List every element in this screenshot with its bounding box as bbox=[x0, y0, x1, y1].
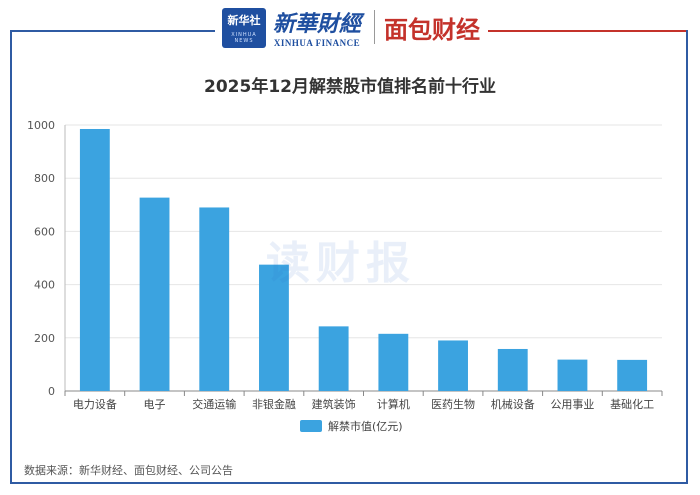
header-line-left bbox=[10, 30, 215, 32]
x-tick-label: 医药生物 bbox=[431, 397, 475, 411]
data-source-note: 数据来源：新华财经、面包财经、公司公告 bbox=[24, 464, 233, 477]
xinhua-logo-text: 新华社 bbox=[227, 14, 261, 27]
bar bbox=[557, 359, 588, 391]
bar bbox=[318, 326, 349, 391]
legend-swatch bbox=[300, 420, 322, 432]
xinhua-finance-cn: 新華財經 bbox=[272, 11, 361, 37]
x-tick-label: 机械设备 bbox=[491, 397, 535, 411]
y-tick-label: 200 bbox=[34, 332, 55, 345]
y-tick-label: 1000 bbox=[27, 119, 55, 132]
x-tick-label: 公用事业 bbox=[550, 398, 594, 411]
y-tick-label: 800 bbox=[34, 172, 55, 185]
x-tick-label: 非银金融 bbox=[252, 397, 296, 411]
mianbao-finance-brand: 面包财经 bbox=[384, 16, 480, 44]
y-tick-label: 0 bbox=[48, 385, 55, 398]
xinhua-logo-sub: XINHUA NEWS bbox=[231, 32, 257, 44]
watermark: 读财报 bbox=[266, 238, 416, 289]
x-tick-label: 交通运输 bbox=[192, 397, 236, 411]
x-tick-label: 计算机 bbox=[377, 397, 410, 411]
chart-title: 2025年12月解禁股市值排名前十行业 bbox=[204, 77, 496, 97]
xinhua-finance-brand: 新華財經 XINHUA FINANCE bbox=[272, 6, 362, 48]
chart-legend[interactable]: 解禁市值(亿元) bbox=[300, 418, 403, 434]
x-tick-label: 基础化工 bbox=[610, 397, 654, 411]
bar bbox=[497, 348, 528, 391]
bar bbox=[259, 264, 289, 391]
header-line-right bbox=[488, 30, 688, 32]
bar bbox=[139, 197, 170, 391]
y-tick-label: 600 bbox=[34, 225, 55, 238]
legend-label: 解禁市值(亿元) bbox=[328, 420, 403, 433]
chart-frame bbox=[10, 30, 688, 484]
xinhua-finance-en: XINHUA FINANCE bbox=[273, 38, 361, 48]
x-tick-label: 电力设备 bbox=[73, 397, 117, 411]
bar bbox=[199, 207, 230, 391]
x-tick-label: 电子 bbox=[144, 398, 166, 411]
bar bbox=[378, 333, 409, 391]
x-tick-label: 建筑装饰 bbox=[312, 397, 356, 411]
bar bbox=[79, 128, 110, 392]
y-tick-label: 400 bbox=[34, 279, 55, 292]
bar bbox=[438, 340, 468, 391]
brand-divider bbox=[374, 10, 375, 44]
bar bbox=[617, 359, 648, 391]
xinhua-logo: 新华社 XINHUA NEWS bbox=[222, 8, 266, 48]
